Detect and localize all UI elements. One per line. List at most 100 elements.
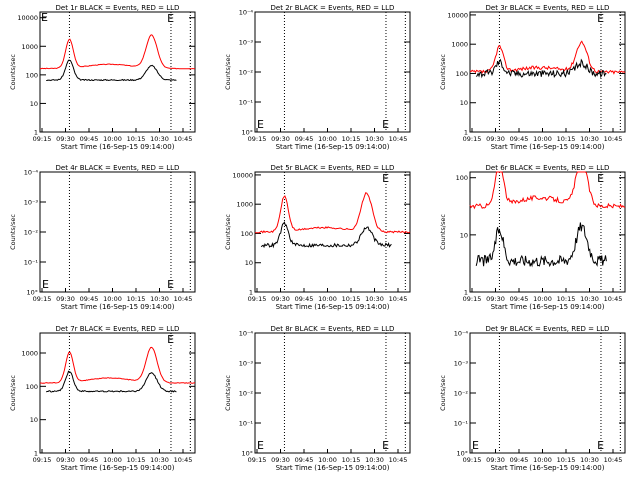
x-tick-label: 09:30: [486, 456, 505, 464]
y-axis-label: Counts/sec: [9, 214, 17, 250]
chart-panel-9: Det 9r BLACK = Events, RED = LLD10°10⁻¹1…: [439, 325, 626, 472]
y-tick-label: 10⁻¹: [239, 420, 254, 428]
e-marker-top: E: [382, 172, 389, 185]
x-axis-ticks: 09:15 09:30 09:45 10:00 10:15 10:30 10:45: [33, 128, 193, 143]
x-axis-label: Start Time (16-Sep-15 09:14:00): [61, 303, 175, 311]
x-tick-label: 10:45: [604, 135, 623, 143]
x-axis-ticks: 09:15 09:30 09:45 10:00 10:15 10:30 10:45: [248, 288, 407, 303]
y-tick-label: 1000: [21, 43, 38, 51]
x-tick-label: 09:30: [486, 135, 505, 143]
plot-frame: [39, 171, 196, 293]
y-tick-label: 10°: [241, 129, 253, 137]
chart-panel-8: Det 8r BLACK = Events, RED = LLD 10° 10⁻¹ 1…: [224, 325, 411, 472]
y-axis-ticks: 1 10 100: [456, 174, 625, 297]
y-tick-label: 10⁻²: [239, 390, 254, 398]
y-axis-ticks: 1 10 100 1000 10000: [447, 11, 625, 137]
x-tick-label: 10:15: [342, 456, 361, 464]
y-tick-label: 10: [30, 416, 38, 424]
y-tick-label: 10: [460, 231, 468, 239]
lld-series-line: [469, 171, 626, 210]
x-tick-label: 10:30: [580, 135, 599, 143]
x-tick-label: 10:45: [174, 295, 193, 303]
y-tick-label: 1: [464, 289, 468, 297]
e-marker-left: E: [42, 278, 49, 291]
y-axis-label: Counts/sec: [439, 54, 447, 90]
x-tick-label: 09:30: [486, 295, 505, 303]
chart-title: Det 1r BLACK = Events, RED = LLD: [56, 4, 180, 12]
e-marker-top: E: [167, 333, 174, 346]
x-tick-label: 10:00: [103, 135, 122, 143]
y-tick-label: 10⁻³: [239, 39, 254, 47]
x-tick-label: 09:30: [56, 295, 75, 303]
x-axis-label: Start Time (16-Sep-15 09:14:00): [491, 303, 605, 311]
y-axis-ticks: 1 10 100 1000: [21, 350, 195, 458]
y-tick-label: 10⁻⁴: [239, 330, 254, 338]
x-tick-label: 09:30: [56, 135, 75, 143]
x-tick-label: 10:30: [580, 295, 599, 303]
e-marker-right: E: [382, 439, 389, 452]
y-tick-label: 10⁻⁴: [454, 330, 469, 338]
y-axis-label: Counts/sec: [224, 54, 232, 90]
y-tick-label: 100: [26, 71, 38, 79]
y-tick-label: 10⁻¹: [454, 420, 469, 428]
x-tick-label: 10:15: [127, 135, 146, 143]
plot-frame: [39, 11, 196, 133]
x-tick-label: 10:00: [533, 456, 552, 464]
lld-series-line: [40, 346, 196, 384]
x-tick-label: 09:30: [271, 135, 290, 143]
x-tick-label: 10:45: [604, 456, 623, 464]
y-tick-label: 100: [456, 174, 468, 182]
plot-frame: [469, 171, 626, 293]
x-tick-label: 10:15: [557, 295, 576, 303]
plot-frame: [254, 332, 411, 454]
y-tick-label: 10°: [241, 450, 253, 458]
y-axis-label: Counts/sec: [224, 375, 232, 411]
x-axis-label: Start Time (16-Sep-15 09:14:00): [276, 303, 390, 311]
x-tick-label: 09:15: [248, 456, 267, 464]
y-tick-label: 10000: [447, 11, 468, 19]
e-marker-right: E: [382, 118, 389, 131]
events-series-line: [46, 59, 177, 82]
y-tick-label: 10°: [26, 289, 38, 297]
y-tick-label: 10⁻³: [24, 199, 39, 207]
x-tick-label: 09:15: [248, 135, 267, 143]
chart-title: Det 8r BLACK = Events, RED = LLD: [271, 325, 395, 333]
y-axis-ticks: 10° 10⁻¹ 10⁻² 10⁻³ 10⁻⁴: [239, 330, 410, 458]
e-marker-left: E: [257, 118, 264, 131]
y-tick-label: 1: [464, 129, 468, 137]
x-axis-label: Start Time (16-Sep-15 09:14:00): [276, 464, 390, 472]
y-tick-label: 10000: [17, 14, 38, 22]
chart-panel-1: Det 1r BLACK = Events, RED = LLD 1 10 100 10…: [9, 4, 196, 151]
x-tick-label: 10:00: [103, 295, 122, 303]
chart-title: Det 5r BLACK = Events, RED = LLD: [271, 164, 395, 172]
x-tick-label: 10:45: [389, 456, 408, 464]
y-tick-label: 1000: [21, 350, 38, 358]
x-tick-label: 09:45: [80, 135, 99, 143]
chart-panel-3: Det 3r BLACK = Events, RED = LLD 1 10 100 10…: [439, 4, 626, 151]
x-tick-label: 10:45: [174, 135, 193, 143]
chart-title: Det 7r BLACK = Events, RED = LLD: [56, 325, 180, 333]
y-tick-label: 10⁻²: [239, 69, 254, 77]
plot-frame: [254, 11, 411, 133]
y-axis-label: Counts/sec: [224, 214, 232, 250]
y-tick-label: 10°: [456, 450, 468, 458]
chart-panel-2: Det 2r BLACK = Events, RED = LLD 10° 10⁻¹ 1…: [224, 4, 411, 151]
x-tick-label: 10:15: [127, 295, 146, 303]
x-tick-label: 09:30: [271, 456, 290, 464]
x-tick-label: 10:30: [150, 456, 169, 464]
chart-panel-4: Det 4r BLACK = Events, RED = LLD10°10⁻¹1…: [9, 164, 196, 311]
x-axis-ticks: 09:15 09:30 09:45 10:00 10:15 10:30 10:45: [463, 128, 623, 143]
x-tick-label: 10:30: [365, 135, 384, 143]
chart-panel-5: Det 5r BLACK = Events, RED = LLD 1 10 100 10…: [224, 164, 411, 311]
x-tick-label: 10:45: [389, 135, 408, 143]
y-tick-label: 1: [249, 289, 253, 297]
x-axis-ticks: 09:15 09:30 09:45 10:00 10:15 10:30 10:45: [33, 288, 193, 303]
chart-title: Det 4r BLACK = Events, RED = LLD: [56, 164, 180, 172]
x-axis-label: Start Time (16-Sep-15 09:14:00): [61, 143, 175, 151]
x-tick-label: 10:00: [103, 456, 122, 464]
events-series-line: [260, 221, 392, 249]
y-tick-label: 1000: [451, 41, 468, 49]
x-axis-ticks: 09:15 09:30 09:45 10:00 10:15 10:30 10:45: [248, 449, 408, 464]
y-tick-label: 1: [34, 450, 38, 458]
e-marker-top: E: [167, 12, 174, 25]
